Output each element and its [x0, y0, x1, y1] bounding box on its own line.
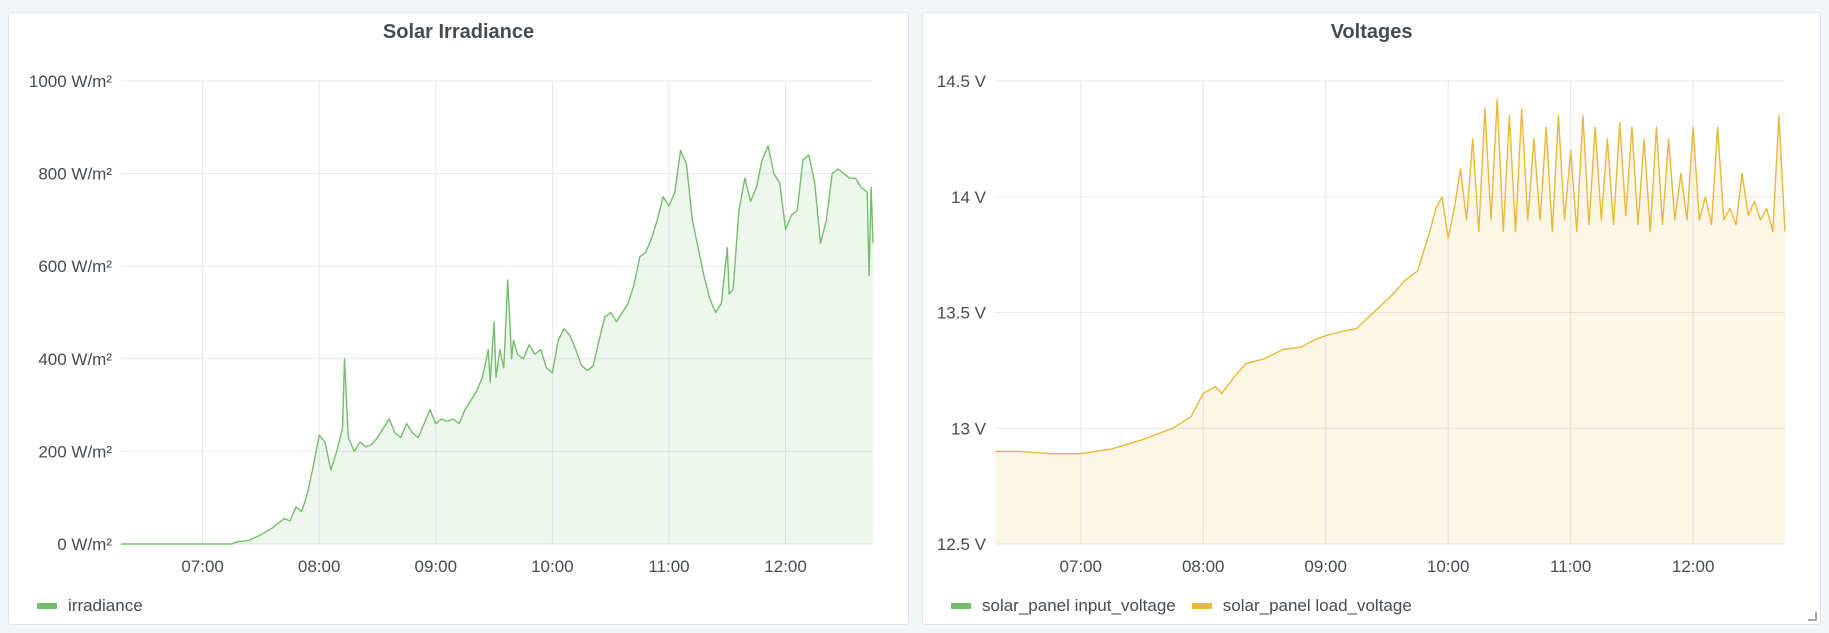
x-tick-label: 09:00 [415, 557, 458, 576]
legend-swatch [37, 603, 57, 609]
irradiance-chart: 0 W/m² 200 W/m² 400 W/m² 600 W/m² 800 W/m² 10… [29, 72, 874, 576]
y-tick-label: 400 W/m² [38, 350, 112, 369]
x-tick-label: 12:00 [1672, 557, 1715, 576]
x-tick-label: 11:00 [648, 557, 689, 576]
series-area [121, 145, 873, 545]
y-tick-label: 12.5 V [937, 535, 987, 554]
x-tick-label: 07:00 [1059, 557, 1102, 576]
legend: irradiance [37, 596, 159, 616]
y-tick-label: 800 W/m² [38, 165, 112, 184]
legend-swatch [1191, 603, 1212, 609]
resize-handle[interactable] [1808, 612, 1817, 621]
x-tick-label: 08:00 [298, 557, 341, 576]
y-tick-label: 600 W/m² [38, 257, 112, 276]
y-tick-label: 14.5 V [937, 72, 987, 91]
legend: solar_panel input_voltage solar_panel lo… [951, 596, 1428, 616]
series-area [995, 99, 1785, 544]
y-tick-label: 14 V [951, 188, 987, 207]
legend-item-load-voltage[interactable]: solar_panel load_voltage [1191, 596, 1412, 616]
x-tick-label: 12:00 [764, 557, 807, 576]
legend-label: solar_panel load_voltage [1222, 596, 1412, 615]
series-line[interactable] [995, 98, 1786, 455]
legend-label: irradiance [68, 596, 143, 615]
legend-label: solar_panel input_voltage [982, 596, 1176, 615]
x-tick-label: 10:00 [531, 557, 574, 576]
y-tick-label: 0 W/m² [57, 535, 112, 554]
x-tick-label: 08:00 [1182, 557, 1225, 576]
legend-item-irradiance[interactable]: irradiance [37, 596, 143, 616]
y-tick-label: 13.5 V [937, 304, 987, 323]
y-tick-label: 200 W/m² [38, 442, 112, 461]
panel-title[interactable]: Solar Irradiance [382, 21, 535, 43]
x-tick-label: 09:00 [1304, 557, 1347, 576]
series-line[interactable] [121, 145, 874, 545]
x-tick-label: 10:00 [1427, 557, 1470, 576]
x-tick-label: 11:00 [1550, 557, 1591, 576]
y-tick-label: 13 V [951, 419, 987, 438]
voltages-panel: Voltages 12.5 V 13 V 13.5 V 14 V 14.5 V 07:00… [922, 12, 1821, 625]
panel-title[interactable]: Voltages [1330, 21, 1413, 43]
voltages-chart: 12.5 V 13 V 13.5 V 14 V 14.5 V 07:00 08:00 09:0… [937, 72, 1786, 576]
legend-item-input-voltage[interactable]: solar_panel input_voltage [951, 596, 1176, 616]
x-tick-label: 07:00 [181, 557, 224, 576]
y-tick-label: 1000 W/m² [29, 72, 112, 91]
legend-swatch [951, 603, 971, 609]
irradiance-panel: Solar Irradiance 0 W/m² 200 W/m² 400 W/m² 6… [8, 12, 909, 625]
